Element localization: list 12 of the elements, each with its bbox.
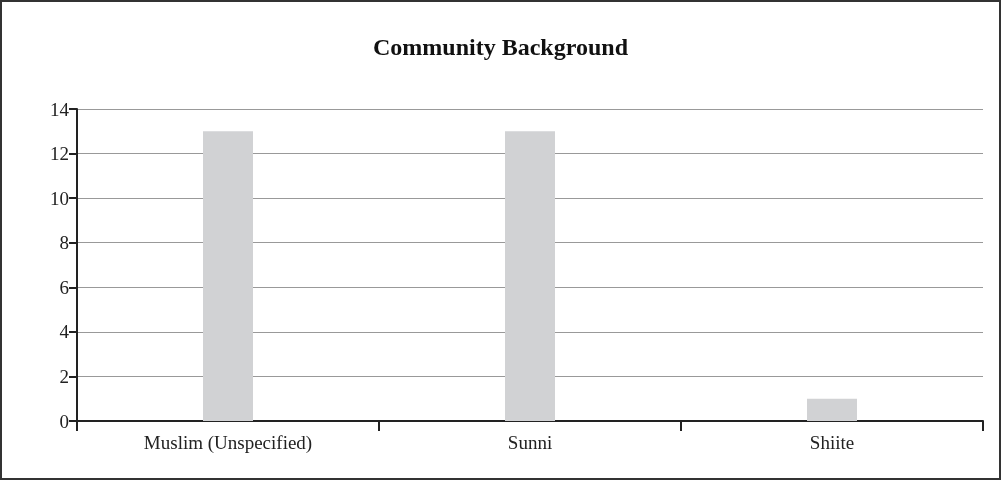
y-tick-label: 10 (50, 187, 69, 209)
y-tick-label: 8 (59, 232, 69, 254)
y-tick-label: 14 (50, 98, 70, 120)
y-tick-label: 6 (59, 276, 69, 298)
y-tick-label: 0 (59, 410, 69, 432)
x-tick-label: Shiite (809, 432, 855, 453)
y-tick-label: 4 (59, 321, 70, 343)
x-tick-label: Muslim (Unspecified) (143, 432, 313, 454)
chart-title: Community Background (373, 34, 629, 60)
y-tick-label: 12 (50, 143, 69, 165)
y-tick-label: 2 (59, 365, 69, 387)
x-tick-label: Sunni (507, 432, 553, 453)
